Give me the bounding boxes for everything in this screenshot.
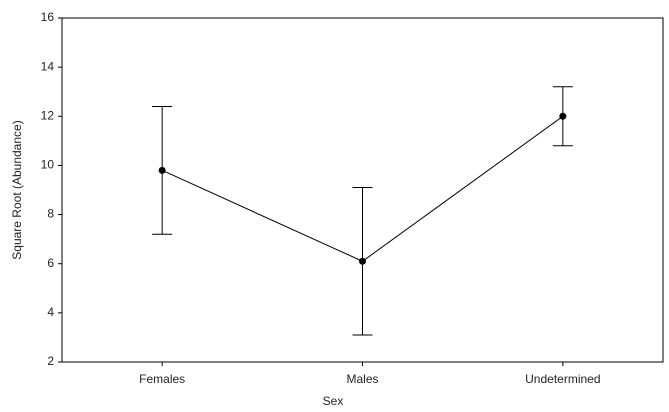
y-tick-label: 6 xyxy=(47,256,54,270)
x-tick-label: Males xyxy=(346,372,378,386)
x-tick-label: Undetermined xyxy=(525,372,600,386)
y-tick-label: 8 xyxy=(47,207,54,221)
y-axis-label: Square Root (Abundance) xyxy=(10,120,24,259)
point xyxy=(559,112,567,120)
x-axis-label: Sex xyxy=(323,394,344,408)
y-tick-label: 16 xyxy=(41,10,55,24)
point xyxy=(359,257,366,265)
y-tick-label: 14 xyxy=(41,59,55,73)
y-tick-label: 2 xyxy=(47,354,54,368)
point xyxy=(158,166,166,174)
y-tick-label: 10 xyxy=(41,158,55,172)
y-tick-label: 12 xyxy=(41,108,55,122)
y-tick-label: 4 xyxy=(47,305,54,319)
x-tick-label: Females xyxy=(139,372,185,386)
